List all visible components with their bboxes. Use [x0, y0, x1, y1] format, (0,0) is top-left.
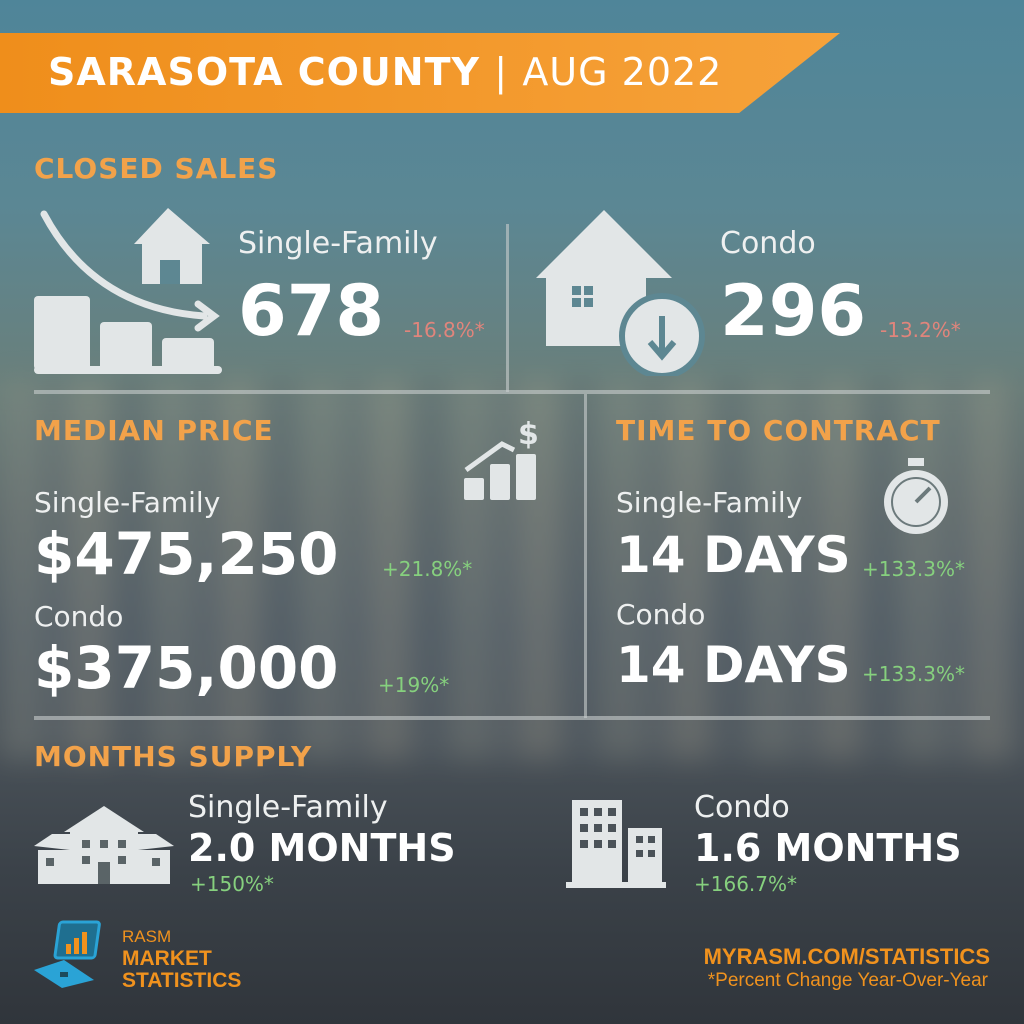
closed-sales-condo-value: 296: [720, 270, 867, 352]
closed-sales-sf-label: Single-Family: [238, 226, 438, 261]
closed-sales-condo-change: -13.2%*: [880, 318, 961, 342]
divider: [506, 224, 509, 392]
ttc-condo-value: 14 DAYS: [616, 636, 851, 694]
title-separator: |: [494, 50, 509, 94]
divider: [34, 390, 990, 394]
footnote: *Percent Change Year-Over-Year: [707, 970, 988, 991]
ms-sf-change: +150%*: [190, 872, 274, 896]
ms-sf-label: Single-Family: [188, 790, 388, 825]
title-banner: [0, 33, 840, 113]
closed-sales-sf-value: 678: [238, 270, 385, 352]
price-growth-icon: $: [462, 414, 542, 502]
ms-condo-change: +166.7%*: [694, 872, 798, 896]
ttc-sf-change: +133.3%*: [862, 557, 966, 581]
closed-sales-condo-label: Condo: [720, 226, 816, 261]
divider: [34, 716, 990, 720]
website-link[interactable]: MYRASM.COM/STATISTICS: [703, 944, 990, 969]
declining-sales-chart-icon: [34, 208, 224, 376]
logo-line3: STATISTICS: [122, 969, 242, 992]
logo-line1: RASM: [122, 927, 172, 946]
logo-line2: MARKET: [122, 947, 212, 970]
single-family-house-icon: [34, 806, 174, 886]
house-down-arrow-icon: [536, 210, 712, 376]
closed-sales-heading: CLOSED SALES: [34, 152, 279, 185]
median-price-condo-change: +19%*: [378, 673, 450, 697]
ttc-condo-change: +133.3%*: [862, 662, 966, 686]
county-name: SARASOTA COUNTY: [48, 50, 481, 94]
closed-sales-sf-change: -16.8%*: [404, 318, 485, 342]
median-price-condo-label: Condo: [34, 600, 124, 633]
ttc-sf-value: 14 DAYS: [616, 526, 851, 584]
time-to-contract-heading: TIME TO CONTRACT: [616, 414, 941, 447]
divider: [584, 394, 587, 718]
rasm-laptop-logo-icon: [32, 920, 112, 990]
ms-condo-value: 1.6 MONTHS: [694, 826, 962, 870]
median-price-sf-change: +21.8%*: [382, 557, 473, 581]
ms-condo-label: Condo: [694, 790, 790, 825]
median-price-heading: MEDIAN PRICE: [34, 414, 274, 447]
median-price-condo-value: $375,000: [34, 634, 339, 702]
svg-text:$: $: [518, 417, 539, 452]
median-price-sf-value: $475,250: [34, 520, 339, 588]
condo-building-icon: [566, 800, 666, 888]
rasm-logo-text: RASM MARKET STATISTICS: [122, 926, 241, 992]
median-price-sf-label: Single-Family: [34, 486, 221, 519]
ttc-condo-label: Condo: [616, 598, 706, 631]
stopwatch-icon: [880, 458, 952, 538]
months-supply-heading: MONTHS SUPPLY: [34, 740, 313, 773]
blurred-city-background: [0, 380, 1024, 760]
ms-sf-value: 2.0 MONTHS: [188, 826, 456, 870]
ttc-sf-label: Single-Family: [616, 486, 803, 519]
report-period: AUG 2022: [522, 50, 723, 94]
page-title: SARASOTA COUNTY | AUG 2022: [48, 50, 722, 94]
